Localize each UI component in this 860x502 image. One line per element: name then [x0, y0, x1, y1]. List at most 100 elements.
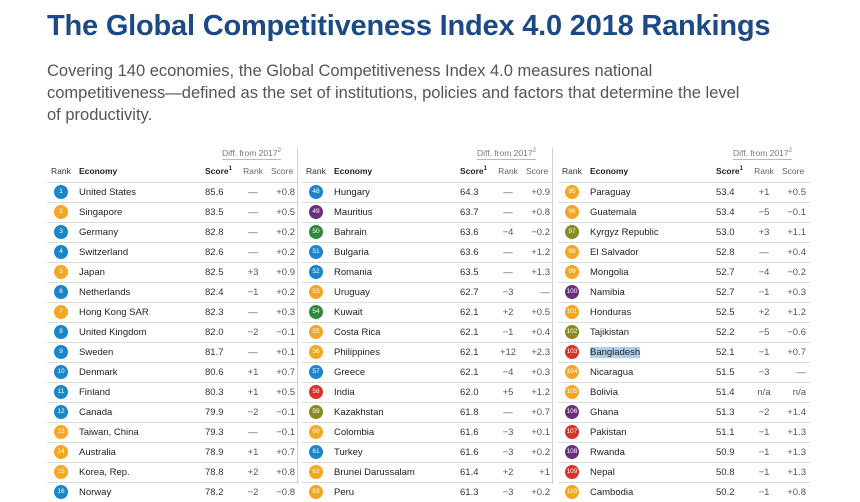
economy-name: Nepal	[590, 467, 615, 478]
economy-name: United Kingdom	[79, 327, 147, 338]
rank-badge: 97	[565, 225, 579, 239]
header-diff-rank: Rank	[754, 166, 774, 176]
score-value: 63.6	[460, 247, 479, 258]
table-row: 15 Korea, Rep. 78.8 +2 +0.8	[47, 462, 299, 482]
page-subtitle: Covering 140 economies, the Global Compe…	[47, 62, 740, 124]
table-row: 9 Sweden 81.7 — +0.1	[47, 342, 299, 362]
table-row: 108 Rwanda 50.9 −1 +1.3	[558, 442, 810, 462]
diff-rank-value: +3	[758, 227, 770, 238]
diff-rank-value: −3	[502, 427, 514, 438]
diff-rank-value: —	[248, 247, 258, 258]
rank-badge: 3	[54, 225, 68, 239]
score-value: 53.0	[716, 227, 735, 238]
score-value: 63.6	[460, 227, 479, 238]
diff-score-value: +0.2	[276, 227, 295, 238]
diff-rank-value: +2	[247, 467, 259, 478]
diff-score-value: −0.2	[531, 227, 550, 238]
diff-score-value: +1.3	[531, 267, 550, 278]
score-value: 50.2	[716, 487, 735, 498]
header-diff-rank: Rank	[243, 166, 263, 176]
table-row: 59 Kazakhstan 61.8 — +0.7	[302, 402, 554, 422]
diff-score-value: +0.4	[531, 327, 550, 338]
diff-score-value: +1.3	[787, 447, 806, 458]
footnote-marker: 2	[532, 148, 536, 155]
economy-name: Romania	[334, 267, 373, 278]
rank-badge: 13	[54, 425, 68, 439]
footnote-marker: 1	[228, 166, 232, 173]
diff-rank-value: —	[503, 187, 513, 198]
economy-name: Paraguay	[590, 187, 631, 198]
diff-score-value: +1.2	[787, 307, 806, 318]
economy-name: Kuwait	[334, 307, 363, 318]
rank-badge: 8	[54, 325, 68, 339]
diff-score-value: +0.1	[531, 427, 550, 438]
economy-name: Netherlands	[79, 287, 131, 298]
rank-badge: 95	[565, 185, 579, 199]
economy-name: Mauritius	[334, 207, 373, 218]
score-value: 61.8	[460, 407, 479, 418]
diff-rank-value: —	[248, 307, 258, 318]
table-row: 2 Singapore 83.5 — +0.5	[47, 202, 299, 222]
economy-name: Greece	[334, 367, 366, 378]
economy-name: Sweden	[79, 347, 114, 358]
rank-badge: 56	[309, 345, 323, 359]
rank-badge: 108	[565, 445, 579, 459]
economy-name: Rwanda	[590, 447, 625, 458]
table-row: 104 Nicaragua 51.5 −3 —	[558, 362, 810, 382]
rank-badge: 109	[565, 465, 579, 479]
table-row: 106 Ghana 51.3 −2 +1.4	[558, 402, 810, 422]
header-rank: Rank	[562, 166, 582, 176]
diff-score-value: +1.2	[531, 387, 550, 398]
score-value: 53.4	[716, 187, 735, 198]
table-row: 13 Taiwan, China 79.3 — −0.1	[47, 422, 299, 442]
diff-score-value: +1.3	[787, 467, 806, 478]
table-body: 1 United States 85.6 — +0.8 2 Singapore 83.5 — +0…	[47, 182, 299, 502]
score-value: 61.6	[460, 427, 479, 438]
table-row: 63 Peru 61.3 −3 +0.2	[302, 482, 554, 502]
economy-name: Honduras	[590, 307, 632, 318]
economy-name: Hungary	[334, 187, 370, 198]
diff-score-value: +0.2	[531, 447, 550, 458]
diff-score-value: +0.8	[276, 187, 295, 198]
rank-badge: 59	[309, 405, 323, 419]
table-row: 62 Brunei Darussalam 61.4 +2 +1	[302, 462, 554, 482]
rank-badge: 103	[565, 345, 579, 359]
diff-rank-value: −4	[502, 367, 514, 378]
score-value: 78.2	[205, 487, 224, 498]
rank-badge: 49	[309, 205, 323, 219]
economy-name: Ghana	[590, 407, 619, 418]
table-row: 99 Mongolia 52.7 −4 −0.2	[558, 262, 810, 282]
table-row: 4 Switzerland 82.6 — +0.2	[47, 242, 299, 262]
table-row: 16 Norway 78.2 −2 −0.8	[47, 482, 299, 502]
economy-name: Tajikistan	[590, 327, 630, 338]
economy-name: Australia	[79, 447, 116, 458]
score-value: 82.8	[205, 227, 224, 238]
score-value: 62.1	[460, 327, 479, 338]
economy-name: Bahrain	[334, 227, 367, 238]
table-row: 58 India 62.0 +5 +1.2	[302, 382, 554, 402]
rank-badge: 98	[565, 245, 579, 259]
score-value: 51.5	[716, 367, 735, 378]
diff-score-value: −0.1	[787, 207, 806, 218]
score-value: 52.2	[716, 327, 735, 338]
economy-name: Guatemala	[590, 207, 637, 218]
table-row: 1 United States 85.6 — +0.8	[47, 182, 299, 202]
economy-name: Taiwan, China	[79, 427, 139, 438]
diff-header: Diff. from 20172	[222, 148, 281, 160]
table-row: 57 Greece 62.1 −4 +0.3	[302, 362, 554, 382]
diff-rank-value: +1	[247, 447, 259, 458]
rank-badge: 58	[309, 385, 323, 399]
footnote-marker: 2	[788, 148, 792, 155]
diff-score-value: +0.5	[531, 307, 550, 318]
economy-name: Singapore	[79, 207, 123, 218]
score-value: 51.3	[716, 407, 735, 418]
score-value: 82.4	[205, 287, 224, 298]
rank-badge: 52	[309, 265, 323, 279]
rank-badge: 4	[54, 245, 68, 259]
table-row: 56 Philippines 62.1 +12 +2.3	[302, 342, 554, 362]
diff-score-value: −0.1	[276, 327, 295, 338]
header-score: Score1	[716, 166, 743, 176]
rank-badge: 104	[565, 365, 579, 379]
rank-badge: 61	[309, 445, 323, 459]
score-value: 63.5	[460, 267, 479, 278]
